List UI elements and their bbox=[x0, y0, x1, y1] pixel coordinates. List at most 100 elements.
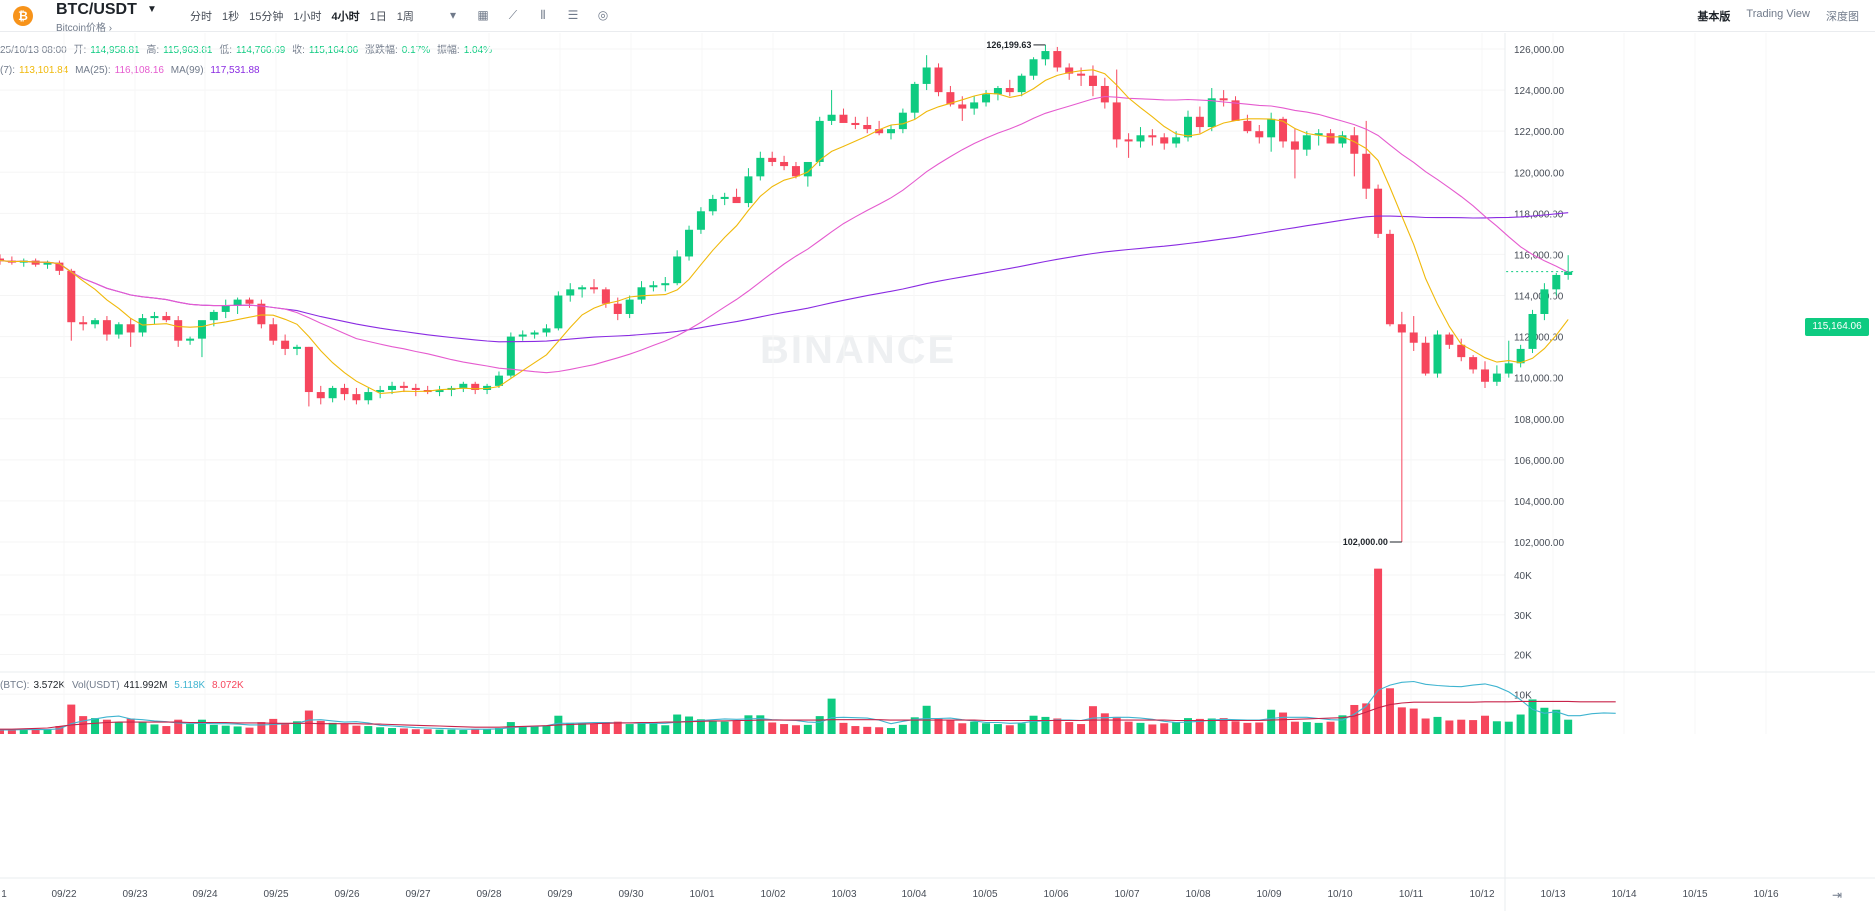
calendar-icon[interactable]: ▦ bbox=[477, 8, 489, 22]
candle-body bbox=[126, 324, 135, 333]
volume-bar bbox=[376, 727, 385, 734]
candle-body bbox=[1243, 120, 1252, 132]
volume-tick-label: 40K bbox=[1514, 571, 1532, 582]
candle-body bbox=[376, 389, 385, 393]
candle-body bbox=[875, 129, 884, 134]
volume-ma5-line bbox=[0, 680, 1616, 731]
volume-bar bbox=[613, 721, 622, 734]
volume-bar bbox=[1397, 707, 1406, 734]
pair-selector[interactable]: BTC/USDT bbox=[56, 1, 137, 18]
candle-body bbox=[1445, 334, 1454, 345]
candle-body bbox=[1385, 233, 1394, 325]
volume-bar bbox=[696, 719, 705, 734]
interval-dropdown-icon[interactable]: ▾ bbox=[449, 8, 457, 22]
date-tick-label: 09/22 bbox=[51, 889, 76, 900]
date-tick-label: 10/01 bbox=[689, 889, 714, 900]
price-tick-label: 126,000.00 bbox=[1514, 45, 1564, 56]
tab-interval-time[interactable]: 分时 bbox=[190, 11, 212, 23]
volume-bar bbox=[174, 719, 183, 734]
volume-bar bbox=[1029, 715, 1038, 734]
volume-bar bbox=[768, 722, 777, 734]
volume-bar bbox=[1552, 709, 1561, 734]
date-tick-label: 09/27 bbox=[405, 889, 430, 900]
volume-bar bbox=[780, 724, 789, 734]
candle-body bbox=[1433, 334, 1442, 374]
candle-body bbox=[696, 211, 705, 230]
bitcoin-icon: ₿ bbox=[13, 6, 33, 26]
candle-body bbox=[0, 258, 4, 261]
candle-body bbox=[625, 299, 634, 314]
volume-bar bbox=[1279, 712, 1288, 734]
date-tick-label: 10/13 bbox=[1540, 889, 1565, 900]
candle-body bbox=[720, 196, 729, 199]
ma99-line bbox=[0, 212, 1569, 343]
volume-legend: (BTC): 3.572K Vol(USDT) 411.992M 5.118K 8.… bbox=[0, 680, 248, 691]
volume-bar bbox=[19, 730, 28, 734]
volume-bar bbox=[31, 728, 40, 734]
tab-interval-15m[interactable]: 15分钟 bbox=[249, 11, 284, 23]
tab-interval-1h[interactable]: 1小时 bbox=[293, 11, 322, 23]
volume-bar bbox=[958, 723, 967, 734]
open-label: 开: bbox=[73, 45, 87, 56]
date-tick-label: 10/15 bbox=[1682, 889, 1707, 900]
volume-bar bbox=[209, 724, 218, 734]
volume-bar bbox=[316, 720, 325, 734]
axis-settings-icon[interactable]: ⇥ bbox=[1832, 888, 1843, 902]
ma25-label: MA(25): bbox=[75, 65, 111, 76]
volume-bar bbox=[138, 721, 147, 734]
volume-bar bbox=[946, 720, 955, 734]
volume-bar bbox=[1481, 715, 1489, 734]
candle-body bbox=[1267, 118, 1276, 138]
candle-body bbox=[649, 285, 658, 288]
tab-tradingview[interactable]: Trading View bbox=[1746, 8, 1810, 20]
price-tick-label: 122,000.00 bbox=[1514, 127, 1564, 138]
candle-body bbox=[1504, 363, 1513, 374]
tab-interval-1s[interactable]: 1秒 bbox=[222, 11, 240, 23]
volume-bar bbox=[1112, 716, 1121, 734]
current-price-tag: 115,164.06 bbox=[1805, 318, 1869, 336]
volume-bar bbox=[67, 704, 76, 734]
candle-body bbox=[1314, 133, 1323, 136]
tab-depth[interactable]: 深度图 bbox=[1826, 11, 1859, 23]
date-tick-label: 09/29 bbox=[547, 889, 572, 900]
volume-bar bbox=[625, 724, 634, 734]
candle-body bbox=[1136, 135, 1145, 142]
candle-body bbox=[1528, 313, 1537, 349]
volume-bar bbox=[399, 728, 408, 734]
chevron-down-icon[interactable]: ▼ bbox=[147, 4, 157, 15]
volume-bar bbox=[1005, 725, 1014, 734]
candle-body bbox=[1219, 98, 1228, 101]
volume-bar bbox=[388, 728, 397, 734]
volume-bar bbox=[126, 718, 135, 734]
volume-bar bbox=[1148, 724, 1157, 734]
tab-interval-1d[interactable]: 1日 bbox=[369, 11, 387, 23]
coin-price-link[interactable]: Bitcoin价格 › bbox=[56, 23, 113, 34]
price-tick-label: 112,000.00 bbox=[1514, 333, 1564, 344]
fullscreen-icon[interactable]: ◎ bbox=[597, 8, 609, 22]
candle-body bbox=[150, 316, 159, 319]
candle-body bbox=[934, 67, 943, 93]
indicator-icon[interactable]: ⟋ bbox=[508, 8, 518, 22]
tab-interval-4h[interactable]: 4小时 bbox=[331, 11, 360, 23]
candle-body bbox=[601, 289, 610, 304]
open-value: 114,958.81 bbox=[90, 45, 140, 56]
volume-bar bbox=[352, 725, 361, 734]
volume-bar bbox=[245, 727, 254, 734]
volume-bar bbox=[1362, 703, 1371, 734]
volume-bar bbox=[756, 715, 765, 734]
tab-interval-1w[interactable]: 1周 bbox=[396, 11, 414, 23]
settings-icon[interactable]: ☰ bbox=[567, 8, 579, 22]
tab-basic[interactable]: 基本版 bbox=[1697, 11, 1731, 23]
candle-body bbox=[1397, 324, 1406, 333]
volume-bar bbox=[1421, 718, 1430, 734]
candle-body bbox=[910, 83, 919, 113]
volume-bar bbox=[340, 724, 349, 734]
candlestick-chart[interactable]: 126,000.00 124,000.00 122,000.00 120,000.00… bbox=[0, 33, 1875, 911]
volume-bar bbox=[471, 729, 480, 734]
candle-type-icon[interactable]: ⫴ bbox=[540, 8, 546, 22]
candle-body bbox=[269, 324, 278, 341]
volume-bar bbox=[649, 722, 658, 734]
top-toolbar: ₿ BTC/USDT ▼ Bitcoin价格 › 分时 1秒 15分钟 1小时 … bbox=[0, 0, 1875, 34]
change-value: 0.17% bbox=[401, 45, 431, 56]
high-value: 115,963.81 bbox=[163, 45, 213, 56]
